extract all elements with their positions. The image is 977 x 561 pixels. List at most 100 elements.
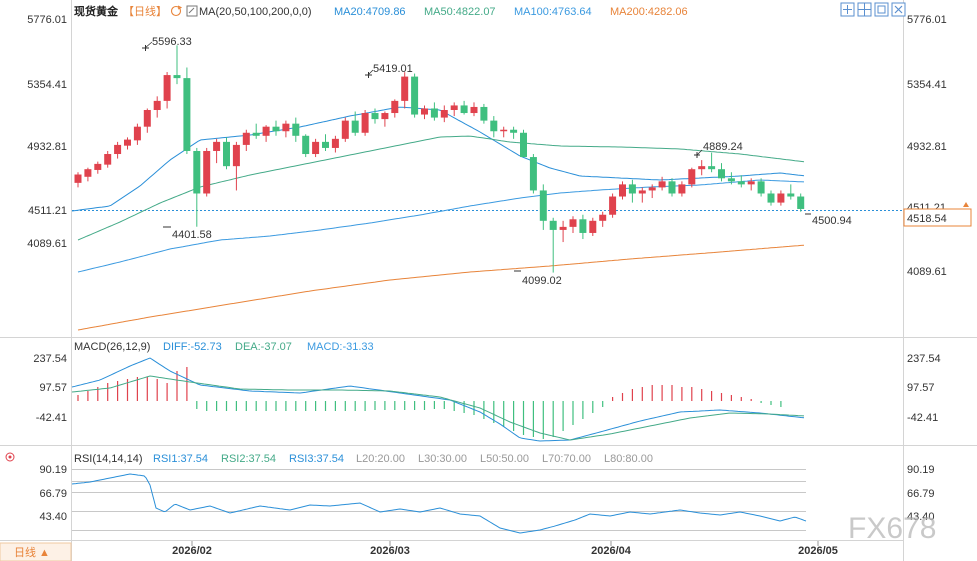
rsi-tick-label: 43.40 [907,511,935,523]
candle-body [737,181,745,185]
price-annotations: 5596.33 4401.58 5419.01 4099.02 4889.24 … [142,36,852,287]
candle-body [114,144,122,155]
candle-body [529,157,537,191]
candle-body [430,108,438,118]
candle-body [470,106,478,114]
candle-body [569,219,577,227]
x-tick-label: 2026/03 [370,545,410,557]
x-tick-label: 2026/05 [798,545,838,557]
candle-body [421,108,428,115]
rsi1-line [71,473,807,534]
candle-body [718,169,725,179]
period-button[interactable]: 日线 ▲ [0,542,72,561]
candle-body [292,123,300,136]
price-y-axis-left: 5776.01 5354.41 4932.81 4511.21 4089.61 [27,14,67,250]
candle-body [183,78,191,151]
ma20-line [71,106,805,212]
candle-body [747,181,755,185]
high-marker: 4889.24 [694,141,743,158]
rsi1-value: RSI1:37.54 [153,453,208,465]
candle-body [619,184,626,197]
price-tick-label: 5354.41 [27,79,67,91]
candle-body [282,123,290,132]
macd-value: MACD:-31.33 [307,341,374,353]
candle-body [510,129,518,133]
rsi-tick-label: 43.40 [39,511,67,523]
candle-body [193,150,201,194]
candle-body [450,105,458,110]
candle-body [500,129,508,132]
moving-averages [71,106,805,331]
rsi-series [71,473,807,534]
rsi-label: RSI(14,14,14) [74,453,142,465]
candle-body [84,169,92,177]
candle-body [242,132,250,145]
candle-body [302,135,310,155]
rsi-y-axis-right: 90.19 66.79 43.40 [907,464,935,523]
candle-body [74,174,82,183]
candle-body [658,181,666,188]
candle-body [391,100,399,114]
candle-body [460,105,468,114]
candlesticks [74,45,805,273]
candle-body [322,141,329,148]
candle-body [411,76,419,115]
candle-body [94,163,102,170]
rsi-settings-icon[interactable] [5,452,15,462]
price-arrow-icon [963,202,969,207]
settings-icon[interactable] [186,5,198,17]
grid-icon[interactable] [857,2,872,17]
macd-dea-line [71,375,805,441]
candle-body [708,166,716,170]
price-tick-label: 4511.21 [28,205,67,217]
ma100-value: MA100:4763.64 [514,6,592,18]
candle-body [252,132,260,136]
price-tick-label: 5776.01 [27,14,67,26]
candle-body [549,220,557,230]
ma200-value: MA200:4282.06 [610,6,688,18]
candle-body [213,141,221,151]
close-icon[interactable] [891,2,906,17]
candle-body [520,132,527,158]
annotation-high-2: 5419.01 [373,63,413,75]
period-label: 【日线】 [123,4,167,18]
candle-body [490,120,498,132]
current-price-label: 4518.54 [907,213,947,225]
candle-body [797,196,805,209]
macd-y-axis-left: 237.54 97.57 -42.41 [33,353,67,424]
candle-body [381,113,389,120]
ma100-line [77,179,805,273]
price-tick-label: 4089.61 [907,266,947,278]
move-icon[interactable] [840,2,855,17]
candle-body [143,109,151,127]
candle-body [559,226,567,230]
rsi-l80-value: L80:80.00 [604,453,653,465]
price-tick-label: 5776.01 [907,14,947,26]
macd-label: MACD(26,12,9) [74,341,150,353]
annotation-high-1: 5596.33 [152,36,192,48]
candle-body [688,169,696,185]
toolbar [840,2,906,17]
price-tick-label: 5354.41 [907,79,947,91]
annotation-low-3: 4500.94 [812,215,852,227]
macd-tick-label: 237.54 [33,353,67,365]
rsi-level-lines [72,469,806,531]
candle-body [262,126,270,136]
high-marker: 5419.01 [365,63,413,78]
restore-icon[interactable] [874,2,889,17]
candle-body [331,138,339,148]
price-tick-label: 4932.81 [27,141,67,153]
macd-tick-label: 237.54 [907,353,941,365]
ma200-line [77,244,805,331]
rsi3-value: RSI3:37.54 [289,453,344,465]
annotation-high-3: 4889.24 [703,141,743,153]
candle-body [361,113,369,133]
candle-body [638,190,646,194]
candle-body [579,219,587,233]
annotation-low-2: 4099.02 [522,275,562,287]
macd-dea-value: DEA:-37.07 [235,341,292,353]
refresh-icon[interactable] [170,5,183,17]
high-marker: 5596.33 [142,36,192,51]
candle-body [698,166,706,170]
